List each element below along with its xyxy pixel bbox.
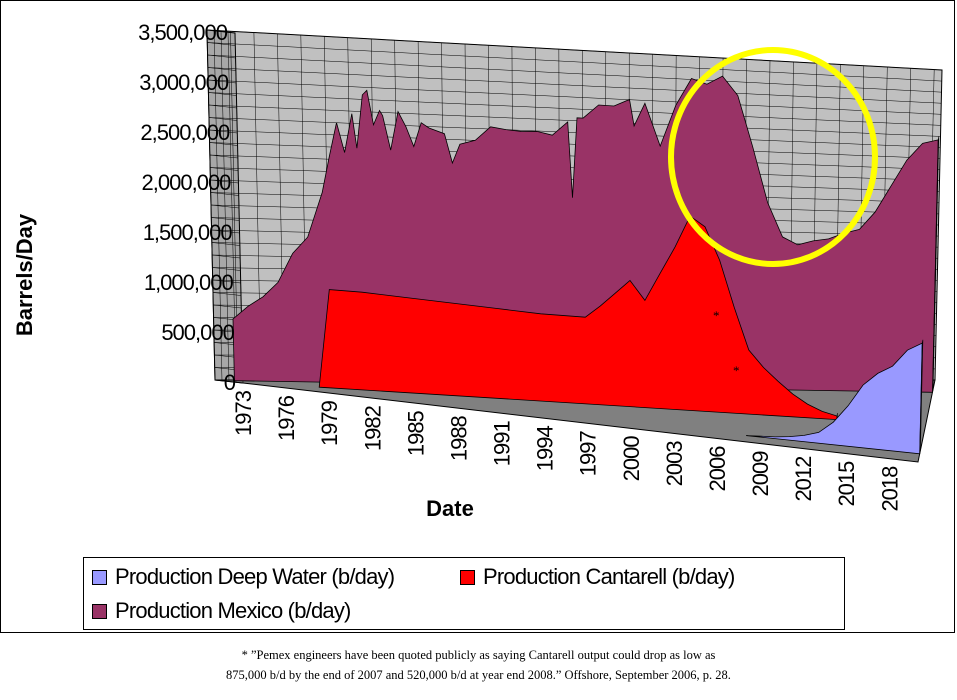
legend-label-deep-water: Production Deep Water (b/day) <box>115 564 395 589</box>
x-tick-label: 2012 <box>791 456 816 502</box>
legend-swatch-cantarell <box>460 569 475 585</box>
gridline-side-vertical <box>213 30 223 381</box>
x-tick-label: 1982 <box>360 405 385 451</box>
x-tick-label: 1979 <box>317 400 342 446</box>
gridline-horizontal <box>207 42 942 82</box>
gridline-side-vertical <box>206 29 216 381</box>
legend-item-deep-water: Production Deep Water (b/day) <box>92 564 395 590</box>
series-area-production-cantarell-b-day <box>318 215 838 421</box>
gridline-horizontal <box>208 79 942 115</box>
series-area-production-deep-water-b-day <box>746 342 923 455</box>
x-tick-label: 1991 <box>490 421 515 467</box>
y-tick-label: 2,000,000 <box>142 170 232 195</box>
chart-plot: 0 500,000 1,000,000 1,500,000 2,000,000 2,500… <box>12 20 943 521</box>
legend-swatch-deep-water <box>92 569 107 585</box>
legend-label-cantarell: Production Cantarell (b/day) <box>483 564 735 589</box>
x-tick-label: 2018 <box>877 466 902 512</box>
legend: Production Deep Water (b/day) Production… <box>83 557 845 630</box>
highlight-circle <box>668 47 878 267</box>
gridline-horizontal <box>208 92 941 126</box>
y-axis-ticks: 0 500,000 1,000,000 1,500,000 2,000,000 2,500… <box>138 20 237 395</box>
y-tick-label: 3,000,000 <box>139 70 229 95</box>
y-tick-label: 3,500,000 <box>138 20 228 45</box>
gridline-horizontal <box>208 117 941 148</box>
chart-series-layer <box>232 75 940 455</box>
y-tick-label: 0 <box>224 370 236 395</box>
x-tick-label: 1988 <box>446 415 471 461</box>
legend-label-mexico: Production Mexico (b/day) <box>115 598 351 623</box>
x-tick-label: 1973 <box>231 390 256 436</box>
legend-item-cantarell: Production Cantarell (b/day) <box>460 564 735 590</box>
x-tick-label: 2015 <box>834 461 859 507</box>
gridline-horizontal <box>209 129 941 159</box>
x-tick-label: 1997 <box>576 431 601 477</box>
series-edge-production-deep-water-b-day <box>919 339 924 454</box>
annotation-asterisk-2: * <box>733 363 740 378</box>
gridline-horizontal <box>207 67 942 104</box>
y-tick-label: 1,500,000 <box>143 220 233 245</box>
legend-swatch-mexico <box>92 603 107 619</box>
gridline-side-vertical <box>220 31 230 382</box>
y-tick-label: 2,500,000 <box>140 120 230 145</box>
footnote: * ”Pemex engineers have been quoted publ… <box>0 645 957 685</box>
legend-item-mexico: Production Mexico (b/day) <box>92 598 351 624</box>
x-axis-ticks: 1973 1976 1979 1982 1985 1988 1991 1994 1997 2000… <box>231 390 902 511</box>
x-tick-label: 2003 <box>662 441 687 487</box>
annotation-asterisk-1: * <box>713 308 720 323</box>
footnote-line-1: * ”Pemex engineers have been quoted publ… <box>241 648 716 662</box>
gridline-horizontal <box>208 104 941 137</box>
x-tick-label: 1985 <box>403 410 428 456</box>
footnote-line-2: 875,000 b/d by the end of 2007 and 520,0… <box>226 668 731 682</box>
x-tick-label: 2000 <box>619 436 644 482</box>
x-tick-label: 1976 <box>274 395 299 441</box>
x-axis-title: Date <box>426 496 474 521</box>
y-tick-label: 1,000,000 <box>144 270 234 295</box>
gridline-horizontal <box>207 54 942 93</box>
x-tick-label: 2009 <box>748 451 773 497</box>
x-tick-label: 1994 <box>533 426 558 472</box>
series-edge-production-mexico-b-day <box>932 136 940 393</box>
x-tick-label: 2006 <box>705 446 730 492</box>
y-axis-title: Barrels/Day <box>12 213 37 336</box>
y-tick-label: 500,000 <box>161 320 234 345</box>
